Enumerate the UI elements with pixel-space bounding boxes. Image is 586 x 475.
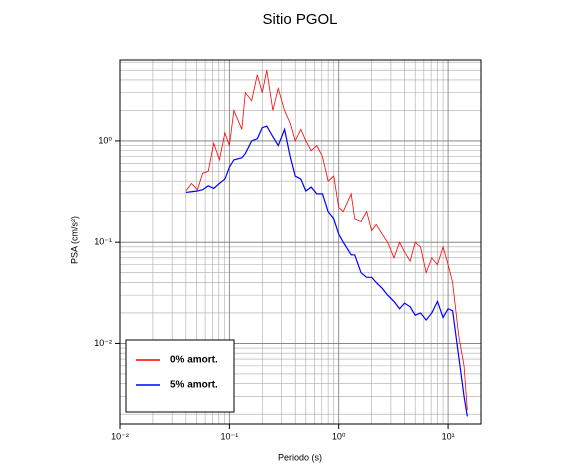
x-tick-label: 10¹ xyxy=(442,431,455,441)
y-tick-label: 10⁻¹ xyxy=(94,237,112,247)
y-tick-label: 10⁰ xyxy=(98,135,112,145)
x-axis-label: Periodo (s) xyxy=(278,452,322,462)
legend-label: 0% amort. xyxy=(170,355,218,366)
chart-title: Sitio PGOL xyxy=(262,11,337,28)
legend-label: 5% amort. xyxy=(170,380,218,391)
y-axis-label: PSA (cm/s²) xyxy=(69,216,79,264)
series-line xyxy=(185,70,468,411)
x-tick-label: 10⁻¹ xyxy=(220,431,238,441)
legend-box xyxy=(125,339,235,413)
series-line xyxy=(185,125,468,417)
x-tick-label: 10⁻² xyxy=(111,431,129,441)
x-tick-label: 10⁰ xyxy=(332,431,346,441)
plot-frame xyxy=(119,59,482,425)
y-tick-label: 10⁻² xyxy=(94,338,112,348)
